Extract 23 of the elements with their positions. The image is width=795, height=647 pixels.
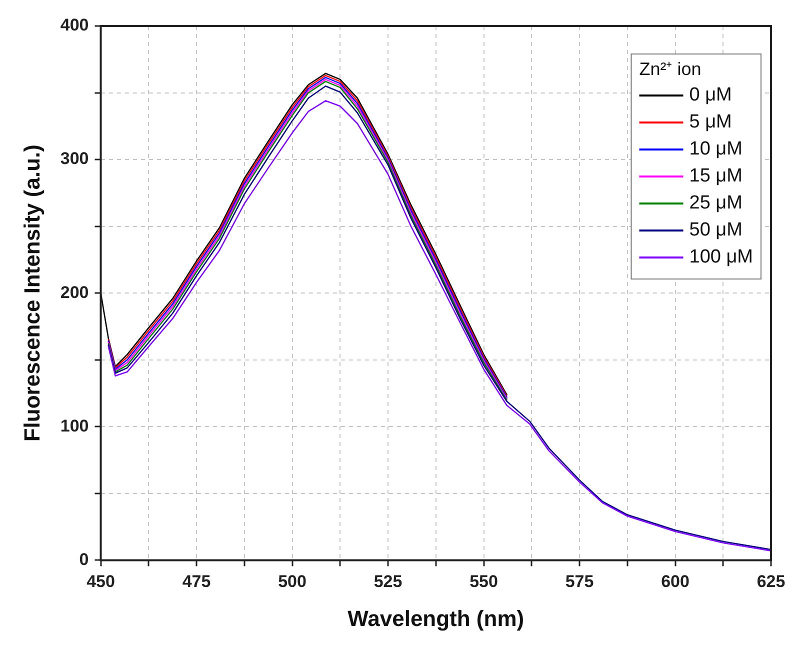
x-tick-label: 575 [565,572,594,592]
y-tick-label: 400 [60,16,89,35]
legend-label: 100 μM [689,246,754,268]
y-tick-label: 0 [79,550,89,569]
legend-label: 15 μM [689,166,742,187]
x-tick-label: 475 [182,572,211,592]
legend-label: 0 μM [689,84,732,106]
y-tick-label: 100 [60,416,89,436]
x-tick-label: 525 [374,572,402,592]
x-tick-label: 625 [756,572,786,592]
legend-title: Zn²⁺ ion [639,58,702,79]
legend-label: 50 μM [689,220,742,241]
legend-label: 10 μM [689,138,742,160]
x-tick-label: 550 [470,572,498,592]
x-tick-label: 600 [661,572,690,592]
x-tick-label: 500 [278,572,306,592]
legend-label: 5 μM [689,112,732,133]
x-axis-title: Wavelength (nm) [348,606,524,631]
x-tick-label: 450 [86,572,115,592]
legend-label: 25 μM [689,192,742,214]
y-axis-title: Fluorescence Intensity (a.u.) [19,144,44,442]
y-tick-label: 300 [60,149,89,168]
y-tick-label: 200 [60,282,89,302]
